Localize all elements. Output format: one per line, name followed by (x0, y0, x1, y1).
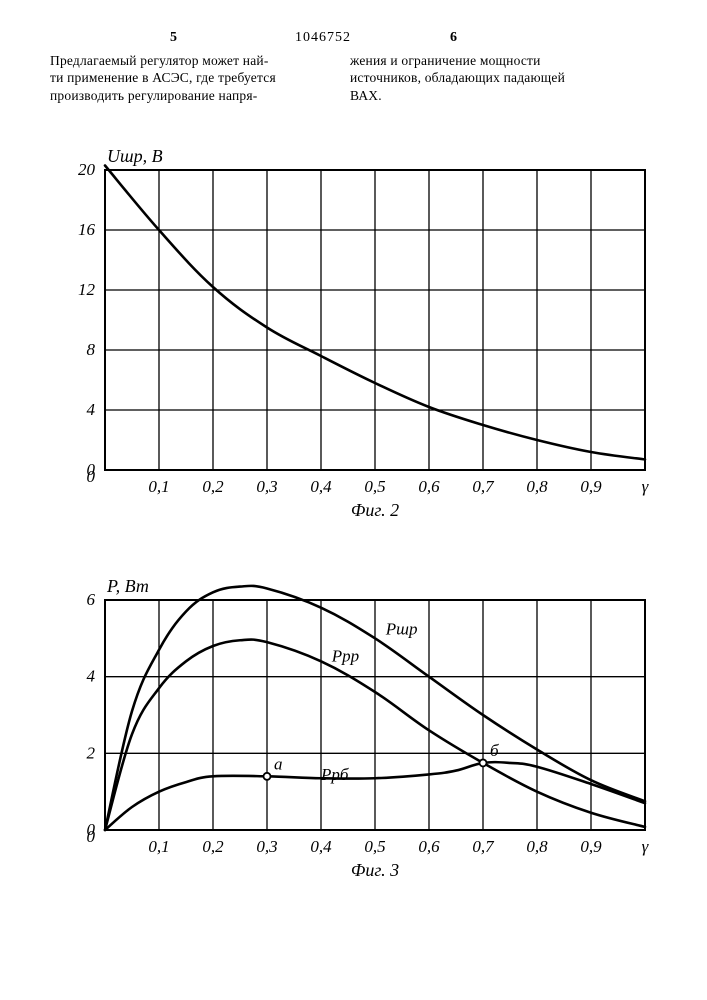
svg-text:Pрр: Pрр (331, 646, 359, 665)
svg-text:16: 16 (78, 220, 96, 239)
svg-text:Фиг. 3: Фиг. 3 (351, 860, 399, 880)
svg-text:6: 6 (87, 590, 96, 609)
svg-text:0,1: 0,1 (148, 837, 169, 856)
column-number-left: 5 (170, 30, 177, 46)
svg-text:б: б (490, 741, 499, 760)
document-number: 1046752 (295, 30, 351, 46)
svg-text:0,4: 0,4 (310, 477, 332, 496)
svg-text:0,1: 0,1 (148, 477, 169, 496)
chart-fig3: Pшр Pрр Pрб a б 0 2 4 6 0,1 0,2 0,3 0,4 0,5 0,6 0,7 0,8 0… (35, 570, 655, 950)
svg-text:Pрб: Pрб (320, 765, 349, 784)
svg-text:0,5: 0,5 (364, 477, 385, 496)
svg-text:4: 4 (87, 400, 96, 419)
svg-text:0,4: 0,4 (310, 837, 332, 856)
svg-text:0,9: 0,9 (580, 477, 602, 496)
svg-text:0,7: 0,7 (472, 837, 495, 856)
svg-text:0,3: 0,3 (256, 477, 277, 496)
svg-text:0,2: 0,2 (202, 477, 224, 496)
svg-text:4: 4 (87, 667, 96, 686)
svg-text:γ: γ (642, 837, 650, 856)
svg-text:Фиг. 2: Фиг. 2 (351, 500, 399, 520)
svg-text:0,8: 0,8 (526, 837, 548, 856)
svg-text:12: 12 (78, 280, 96, 299)
svg-text:γ: γ (642, 477, 650, 496)
svg-text:2: 2 (87, 743, 96, 762)
svg-text:P, Вт: P, Вт (106, 576, 149, 596)
text-column-right: жения и ограничение мощностиисточников, … (350, 52, 650, 104)
svg-text:0,8: 0,8 (526, 477, 548, 496)
svg-text:Pшр: Pшр (385, 620, 418, 639)
chart-fig2: 0481216200,10,20,30,40,50,60,70,80,9γ0Uш… (35, 140, 655, 570)
svg-text:0,5: 0,5 (364, 837, 385, 856)
svg-text:0,7: 0,7 (472, 477, 495, 496)
svg-text:a: a (274, 754, 283, 773)
svg-text:0,9: 0,9 (580, 837, 602, 856)
svg-text:0: 0 (87, 467, 96, 486)
svg-text:0: 0 (87, 827, 96, 846)
svg-text:0,2: 0,2 (202, 837, 224, 856)
svg-text:20: 20 (78, 160, 96, 179)
svg-text:Uшр, В: Uшр, В (107, 146, 163, 166)
text-column-left: Предлагаемый регулятор может най-ти прим… (50, 52, 340, 104)
svg-text:0,6: 0,6 (418, 477, 440, 496)
page: { "doc_number": "1046752", "col_left": "… (0, 0, 707, 1000)
svg-text:8: 8 (87, 340, 96, 359)
svg-text:0,3: 0,3 (256, 837, 277, 856)
svg-text:0,6: 0,6 (418, 837, 440, 856)
column-number-right: 6 (450, 30, 457, 46)
